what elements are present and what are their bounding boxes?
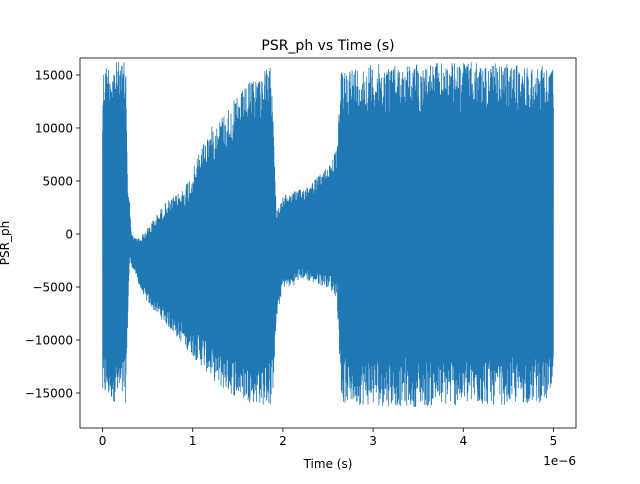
y-tick-label: −10000: [25, 334, 73, 348]
series-line: [102, 61, 554, 408]
y-axis-label: PSR_ph: [0, 221, 12, 265]
y-tick-label: 5000: [42, 174, 73, 188]
x-tick-label: 5: [550, 434, 558, 448]
chart-title: PSR_ph vs Time (s): [261, 38, 394, 54]
x-tick-label: 0: [99, 434, 107, 448]
x-axis-offset-label: 1e−6: [543, 454, 576, 468]
x-tick-label: 4: [459, 434, 467, 448]
axes-frame: [79, 57, 577, 429]
x-tick-label: 2: [279, 434, 287, 448]
x-axis-ticks: 0 1 2 3 4 5: [99, 428, 558, 448]
x-tick-label: 3: [369, 434, 377, 448]
series-layer: [102, 61, 554, 408]
plot-area: [102, 61, 554, 408]
y-tick-label: 15000: [35, 68, 73, 82]
x-axis-label: Time (s): [303, 457, 353, 471]
x-tick-label: 1: [189, 434, 197, 448]
y-axis-ticks: −15000 −10000 −5000 0 5000 10000 15000: [25, 68, 80, 401]
y-tick-label: −5000: [32, 280, 73, 294]
y-tick-label: 0: [65, 227, 73, 241]
y-tick-label: −15000: [25, 387, 73, 401]
y-tick-label: 10000: [35, 121, 73, 135]
